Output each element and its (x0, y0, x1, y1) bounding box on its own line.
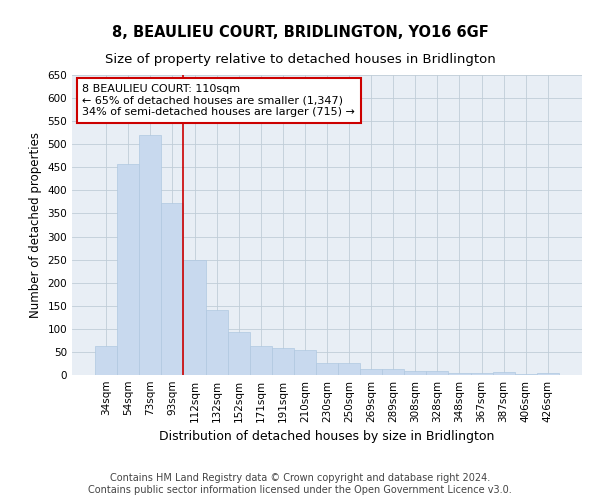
Text: Contains HM Land Registry data © Crown copyright and database right 2024.
Contai: Contains HM Land Registry data © Crown c… (88, 474, 512, 495)
Y-axis label: Number of detached properties: Number of detached properties (29, 132, 42, 318)
X-axis label: Distribution of detached houses by size in Bridlington: Distribution of detached houses by size … (160, 430, 494, 444)
Bar (272, 348, 294, 375)
Bar (250, 346, 272, 375)
Bar (338, 362, 360, 375)
Text: 8, BEAULIEU COURT, BRIDLINGTON, YO16 6GF: 8, BEAULIEU COURT, BRIDLINGTON, YO16 6GF (112, 25, 488, 40)
Text: Size of property relative to detached houses in Bridlington: Size of property relative to detached ho… (104, 52, 496, 66)
Bar (360, 370, 382, 375)
Bar (537, 373, 559, 375)
Text: 8 BEAULIEU COURT: 110sqm
← 65% of detached houses are smaller (1,347)
34% of sem: 8 BEAULIEU COURT: 110sqm ← 65% of detach… (82, 84, 355, 117)
Bar (294, 350, 316, 375)
Bar (95, 346, 117, 375)
Bar (117, 164, 139, 375)
Bar (448, 372, 470, 375)
Bar (470, 372, 493, 375)
Bar (184, 260, 206, 375)
Bar (515, 374, 537, 375)
Bar (227, 332, 250, 375)
Bar (404, 372, 427, 375)
Bar (427, 372, 448, 375)
Bar (382, 370, 404, 375)
Bar (206, 310, 227, 375)
Bar (161, 204, 184, 375)
Bar (316, 362, 338, 375)
Bar (493, 372, 515, 375)
Bar (139, 135, 161, 375)
